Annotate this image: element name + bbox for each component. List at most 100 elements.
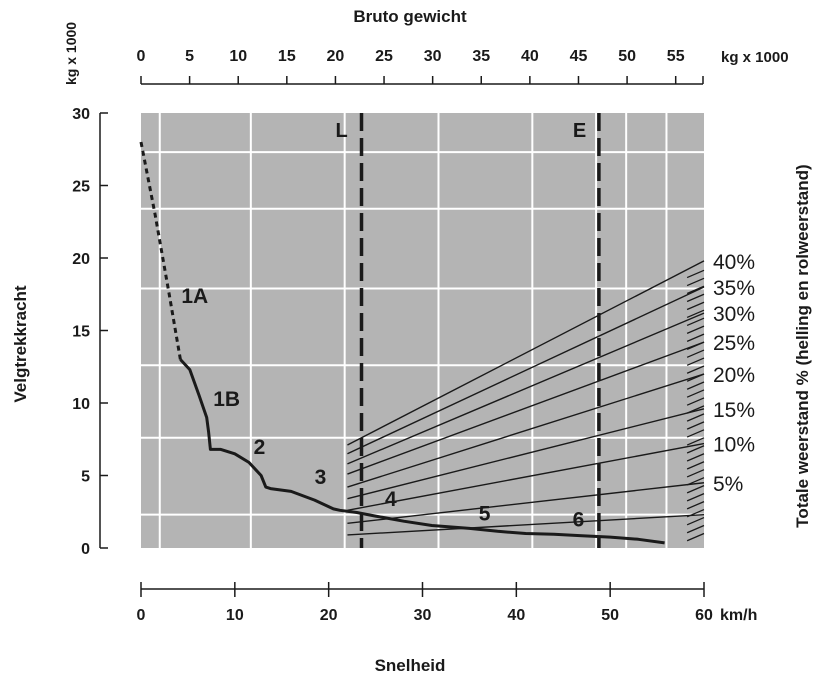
hatch-line	[686, 357, 705, 366]
resistance-label: 25%	[713, 332, 755, 355]
hatch-line	[686, 421, 705, 430]
hatch-line	[686, 532, 705, 542]
resistance-line	[347, 408, 705, 500]
resistance-line	[347, 341, 705, 475]
y-tick-label: 25	[72, 179, 90, 196]
y-axis-left: 0 5 10 15 20 25 30	[72, 106, 108, 558]
gear-label: 2	[254, 436, 266, 459]
bottom-axis-unit: km/h	[720, 607, 757, 624]
hatch-line	[686, 413, 705, 422]
left-axis-unit: kg x 1000	[63, 22, 79, 85]
plot-background	[141, 113, 704, 548]
x-tick-label: 0	[137, 607, 146, 624]
top-tick-label: 45	[570, 48, 588, 65]
hatch-line	[686, 516, 705, 526]
hatch-line	[686, 461, 705, 470]
top-tick-label: 30	[424, 48, 442, 65]
resistance-label: 40%	[713, 251, 755, 274]
top-tick-label: 5	[185, 48, 194, 65]
y-tick-label: 15	[72, 324, 90, 341]
x-tick-label: 50	[601, 607, 619, 624]
top-tick-label: 50	[618, 48, 636, 65]
resistance-line	[347, 482, 705, 525]
hatch-line	[686, 309, 705, 319]
hatch-line	[686, 365, 705, 374]
chart-title: Bruto gewicht	[353, 7, 467, 26]
gear-label: 4	[385, 488, 397, 511]
resistance-line	[347, 513, 705, 536]
resistance-label: 5%	[713, 473, 743, 496]
top-tick-label: 55	[667, 48, 685, 65]
resistance-line	[347, 260, 705, 446]
resistance-label: 10%	[713, 434, 755, 457]
hatch-line	[686, 293, 705, 303]
gear-label: 1A	[181, 285, 208, 308]
top-tick-label: 15	[278, 48, 296, 65]
curve-1a-dashed	[139, 141, 182, 360]
x-tick-label: 60	[695, 607, 713, 624]
top-axis-unit: kg x 1000	[721, 49, 789, 66]
hatch-line	[686, 349, 705, 358]
x-tick-label: 40	[507, 607, 525, 624]
tractive-force-curve	[179, 358, 665, 545]
top-tick-label: 0	[137, 48, 146, 65]
hatch-line	[686, 524, 705, 534]
resistance-line	[347, 312, 705, 465]
x-tick-label: 10	[226, 607, 244, 624]
resistance-labels: 40% 35% 30% 25% 20% 15% 10% 5%	[713, 251, 755, 496]
resistance-label: 15%	[713, 399, 755, 422]
resistance-line	[347, 442, 705, 511]
gear-label: 3	[315, 466, 327, 489]
top-tick-label: 25	[375, 48, 393, 65]
hatch-line	[686, 485, 705, 494]
hatch-line	[686, 445, 705, 454]
resistance-label: 30%	[713, 303, 755, 326]
hatch-line	[686, 429, 705, 438]
y2-axis-label: Totale weerstand % (helling en rolweerst…	[793, 164, 812, 527]
x-tick-label: 20	[320, 607, 338, 624]
y-tick-label: 30	[72, 106, 90, 123]
grid-vertical	[158, 113, 668, 548]
gear-label: 5	[479, 502, 491, 525]
hatch-line	[686, 493, 705, 502]
hatch-line	[686, 381, 705, 390]
hatch-line	[686, 469, 705, 478]
hatch-line	[686, 301, 705, 311]
top-tick-label: 35	[472, 48, 490, 65]
resistance-label: 20%	[713, 364, 755, 387]
gear-label: 6	[573, 508, 585, 531]
hatch-line	[686, 325, 705, 334]
hatch-line	[686, 317, 705, 327]
hatch-line	[686, 397, 705, 406]
x-tick-label: 30	[414, 607, 432, 624]
y-tick-label: 20	[72, 251, 90, 268]
hatch-line	[686, 333, 705, 342]
y-tick-label: 10	[72, 396, 90, 413]
resistance-line	[347, 373, 705, 488]
y-axis-label: Velgtrekkracht	[11, 285, 30, 403]
hatch-line	[686, 437, 705, 446]
resistance-lines	[347, 260, 705, 536]
x-axis-bottom: 0 10 20 30 40 50 60	[137, 582, 713, 624]
hatch-line	[686, 269, 705, 279]
hatch-line	[686, 389, 705, 398]
resistance-label: 35%	[713, 277, 755, 300]
gear-label: 1B	[213, 388, 240, 411]
top-tick-label: 20	[327, 48, 345, 65]
marker-label: E	[573, 120, 586, 142]
hatch-line	[686, 285, 705, 295]
resistance-line	[347, 286, 705, 455]
x-axis-top: 0 5 10 15 20 25 30 35 40 45 50 55	[137, 48, 704, 85]
x-axis-label: Snelheid	[375, 656, 446, 675]
y-tick-label: 0	[81, 541, 90, 558]
hatch-line	[686, 277, 705, 287]
marker-label: L	[336, 120, 348, 142]
hatch-line	[686, 501, 705, 510]
y-tick-label: 5	[81, 469, 90, 486]
gear-labels: 1A 1B 2 3 4 5 6	[181, 285, 584, 531]
top-tick-label: 10	[229, 48, 247, 65]
top-tick-label: 40	[521, 48, 539, 65]
hatch-line	[686, 453, 705, 462]
